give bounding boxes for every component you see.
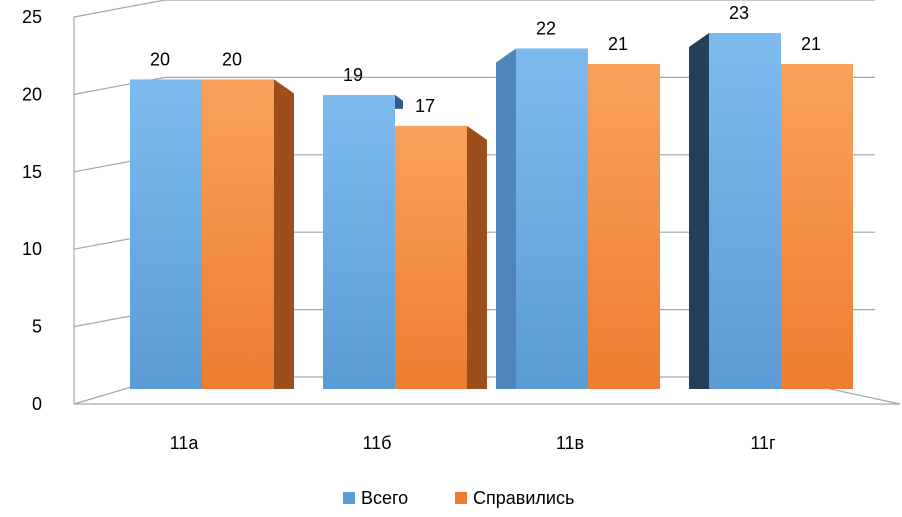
y-tick-label: 20: [22, 84, 42, 104]
data-label: 22: [536, 18, 556, 38]
legend-swatch: [455, 492, 467, 504]
bar-side-face: [274, 79, 294, 390]
bar-side-face: [467, 125, 487, 389]
data-labels: 20 20 19 17 22 21 23 21: [150, 3, 821, 116]
bar-vsego-2: [323, 94, 395, 389]
x-axis-categories: 11а 11б 11в 11г: [170, 433, 776, 453]
x-tick-label: 11б: [363, 433, 392, 453]
data-label: 17: [415, 96, 435, 116]
legend-swatch: [343, 492, 355, 504]
bar-spravilis-2: [395, 125, 467, 389]
legend: Всего Справились: [343, 488, 574, 508]
bars: [130, 32, 853, 390]
data-label: 20: [222, 49, 242, 69]
x-tick-label: 11а: [170, 433, 200, 453]
bar-vsego-3: [516, 48, 588, 389]
bar-side-face: [689, 32, 709, 390]
bar-vsego-1: [130, 79, 202, 390]
y-tick-label: 5: [32, 317, 42, 337]
y-tick-label: 10: [22, 239, 42, 259]
legend-label: Справились: [473, 488, 574, 508]
bar-spravilis-1: [202, 79, 274, 390]
x-tick-label: 11г: [750, 433, 776, 453]
data-label: 23: [729, 3, 749, 23]
y-tick-label: 25: [22, 7, 42, 27]
x-tick-label: 11в: [556, 433, 584, 453]
y-tick-label: 0: [32, 394, 42, 414]
data-label: 21: [608, 34, 628, 54]
data-label: 19: [343, 65, 363, 85]
data-label: 21: [801, 34, 821, 54]
legend-label: Всего: [361, 488, 408, 508]
bar-side-face: [496, 48, 516, 389]
gridline-wall-25: [73, 0, 166, 18]
data-label: 20: [150, 49, 170, 69]
y-tick-label: 15: [22, 162, 42, 182]
bar-spravilis-4: [781, 63, 853, 390]
bar-side-face: [395, 94, 403, 109]
bar-spravilis-3: [588, 63, 660, 390]
bar-vsego-4: [709, 32, 781, 390]
y-axis-ticks: 0 5 10 15 20 25: [22, 7, 42, 414]
